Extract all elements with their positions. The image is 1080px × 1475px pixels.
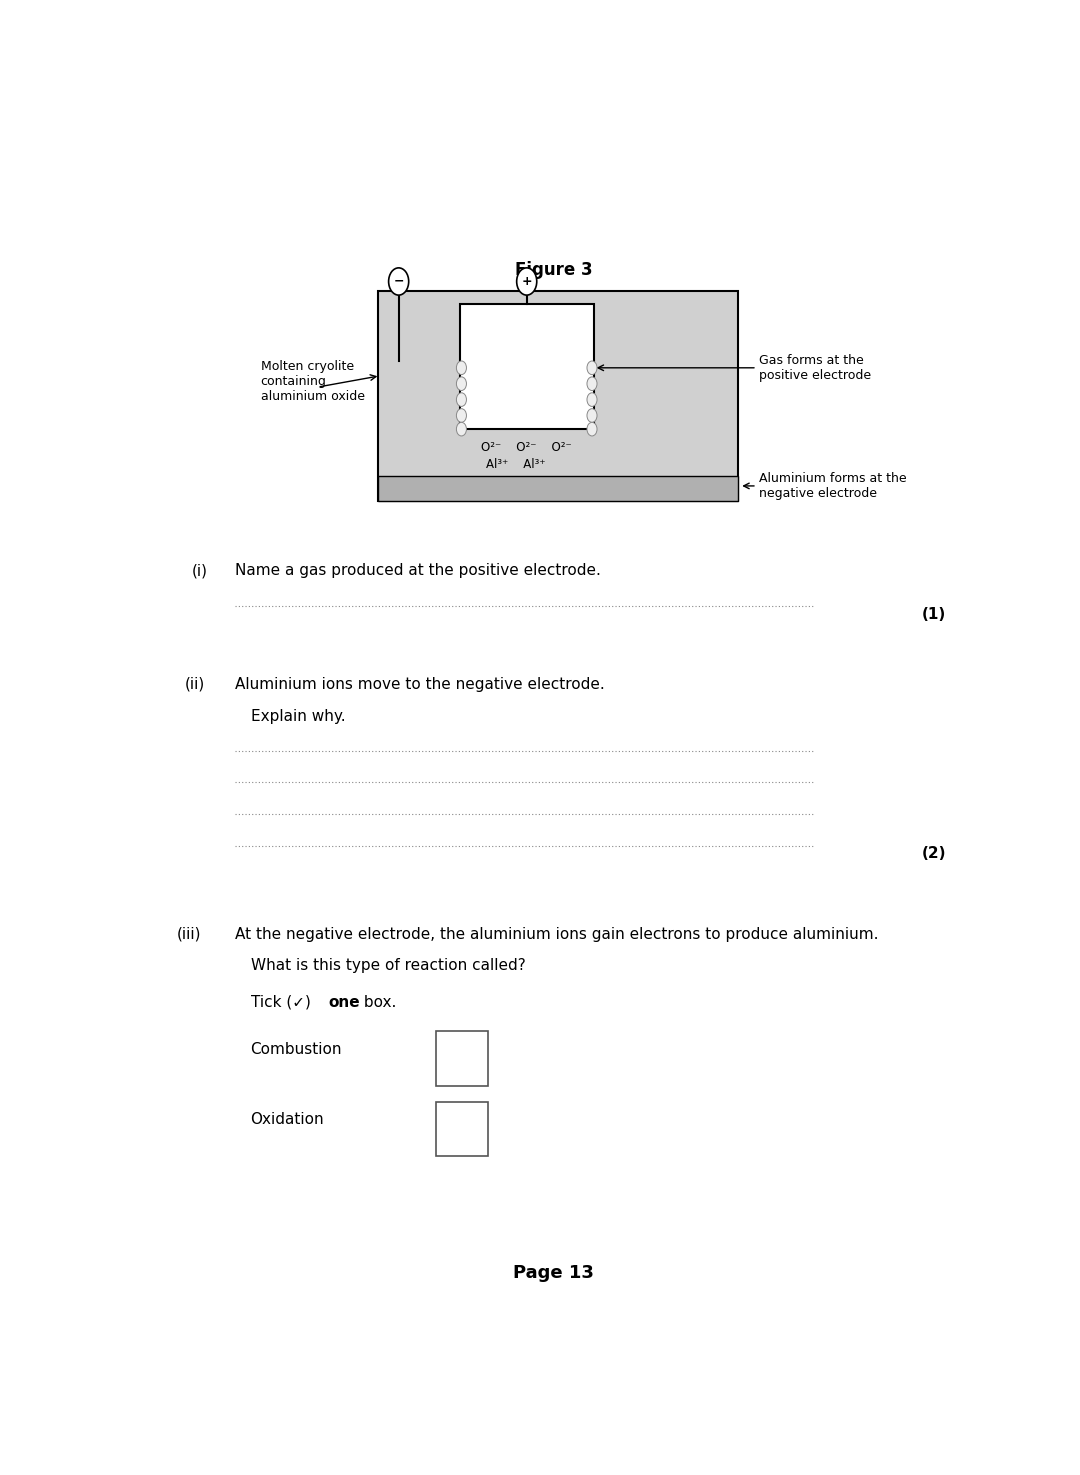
Text: Molten cryolite
containing
aluminium oxide: Molten cryolite containing aluminium oxi…	[260, 360, 365, 403]
Text: +: +	[522, 274, 532, 288]
Bar	[436, 1102, 488, 1156]
Text: box.: box.	[360, 994, 396, 1010]
Text: Tick (✓): Tick (✓)	[251, 994, 315, 1010]
Text: Aluminium forms at the
negative electrode: Aluminium forms at the negative electrod…	[758, 472, 906, 500]
Text: Gas forms at the
positive electrode: Gas forms at the positive electrode	[758, 354, 870, 382]
Text: At the negative electrode, the aluminium ions gain electrons to produce aluminiu: At the negative electrode, the aluminium…	[235, 926, 879, 941]
Text: Aluminium ions move to the negative electrode.: Aluminium ions move to the negative elec…	[235, 677, 605, 692]
Text: O²⁻    O²⁻    O²⁻: O²⁻ O²⁻ O²⁻	[482, 441, 572, 454]
Text: Figure 3: Figure 3	[515, 261, 592, 279]
Text: What is this type of reaction called?: What is this type of reaction called?	[251, 959, 525, 974]
Text: one: one	[328, 994, 360, 1010]
Text: (iii): (iii)	[177, 926, 201, 941]
Text: (i): (i)	[192, 563, 208, 578]
Text: Combustion: Combustion	[251, 1041, 342, 1056]
Text: (1): (1)	[922, 606, 946, 622]
Circle shape	[457, 361, 467, 375]
Text: Explain why.: Explain why.	[251, 708, 346, 724]
Circle shape	[588, 409, 597, 422]
Circle shape	[389, 268, 408, 295]
Text: Oxidation: Oxidation	[251, 1112, 324, 1127]
Text: −: −	[393, 274, 404, 288]
Text: Al³⁺    Al³⁺: Al³⁺ Al³⁺	[486, 457, 545, 471]
Text: Page 13: Page 13	[513, 1264, 594, 1282]
Text: (ii): (ii)	[186, 677, 205, 692]
Bar	[436, 1031, 488, 1086]
Circle shape	[516, 268, 537, 295]
Circle shape	[457, 378, 467, 391]
Circle shape	[457, 409, 467, 422]
Bar	[378, 291, 738, 500]
Circle shape	[588, 422, 597, 437]
Circle shape	[588, 392, 597, 407]
Circle shape	[588, 361, 597, 375]
Circle shape	[457, 392, 467, 407]
Circle shape	[588, 378, 597, 391]
Text: Name a gas produced at the positive electrode.: Name a gas produced at the positive elec…	[235, 563, 602, 578]
Bar	[378, 476, 738, 500]
Text: (2): (2)	[922, 847, 946, 861]
Bar	[460, 304, 594, 429]
Circle shape	[457, 422, 467, 437]
